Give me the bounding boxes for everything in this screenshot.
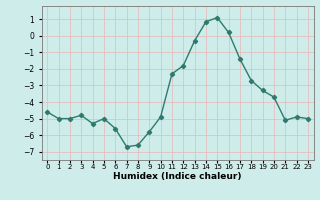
X-axis label: Humidex (Indice chaleur): Humidex (Indice chaleur) — [113, 172, 242, 181]
